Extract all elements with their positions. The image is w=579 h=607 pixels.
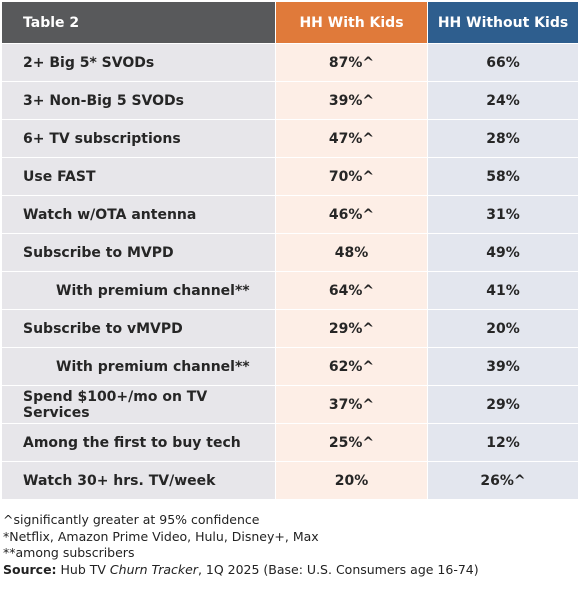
table-row: Among the first to buy tech 25%^ 12% <box>2 423 578 461</box>
table-row: 3+ Non-Big 5 SVODs 39%^ 24% <box>2 81 578 119</box>
row-label: 6+ TV subscriptions <box>2 119 275 157</box>
table-row: With premium channel** 62%^ 39% <box>2 347 578 385</box>
row-label: Subscribe to MVPD <box>2 233 275 271</box>
value-hh-with-kids: 37%^ <box>275 385 427 423</box>
value-hh-with-kids: 62%^ <box>275 347 427 385</box>
value-hh-with-kids: 46%^ <box>275 195 427 233</box>
value-hh-with-kids: 70%^ <box>275 157 427 195</box>
source-label: Source: <box>3 561 57 577</box>
table-row: Use FAST 70%^ 58% <box>2 157 578 195</box>
table-row: Subscribe to MVPD 48% 49% <box>2 233 578 271</box>
row-label: Subscribe to vMVPD <box>2 309 275 347</box>
table-header-row: Table 2 HH With Kids HH Without Kids <box>2 2 578 43</box>
data-table: Table 2 HH With Kids HH Without Kids 2+ … <box>2 2 578 499</box>
table-row: Subscribe to vMVPD 29%^ 20% <box>2 309 578 347</box>
value-hh-with-kids: 39%^ <box>275 81 427 119</box>
value-hh-without-kids: 49% <box>427 233 578 271</box>
value-hh-without-kids: 28% <box>427 119 578 157</box>
table-row: Spend $100+/mo on TV Services 37%^ 29% <box>2 385 578 423</box>
value-hh-without-kids: 24% <box>427 81 578 119</box>
row-label: Use FAST <box>2 157 275 195</box>
row-label: Watch w/OTA antenna <box>2 195 275 233</box>
value-hh-without-kids: 66% <box>427 43 578 81</box>
value-hh-without-kids: 20% <box>427 309 578 347</box>
value-hh-without-kids: 29% <box>427 385 578 423</box>
value-hh-without-kids: 41% <box>427 271 578 309</box>
value-hh-with-kids: 20% <box>275 461 427 499</box>
footnotes: ^significantly greater at 95% confidence… <box>3 512 479 578</box>
value-hh-without-kids: 31% <box>427 195 578 233</box>
row-label: 3+ Non-Big 5 SVODs <box>2 81 275 119</box>
value-hh-with-kids: 48% <box>275 233 427 271</box>
table-row: Watch 30+ hrs. TV/week 20% 26%^ <box>2 461 578 499</box>
value-hh-without-kids: 12% <box>427 423 578 461</box>
column-header-hh-with-kids: HH With Kids <box>275 2 427 43</box>
table-row: 6+ TV subscriptions 47%^ 28% <box>2 119 578 157</box>
row-label-sub: With premium channel** <box>2 347 275 385</box>
row-label: Among the first to buy tech <box>2 423 275 461</box>
row-label: Spend $100+/mo on TV Services <box>2 385 275 423</box>
value-hh-with-kids: 29%^ <box>275 309 427 347</box>
value-hh-with-kids: 25%^ <box>275 423 427 461</box>
table-row: Watch w/OTA antenna 46%^ 31% <box>2 195 578 233</box>
value-hh-without-kids: 58% <box>427 157 578 195</box>
footnote-subscribers: **among subscribers <box>3 545 135 560</box>
value-hh-with-kids: 87%^ <box>275 43 427 81</box>
row-label-sub: With premium channel** <box>2 271 275 309</box>
footnote-big5-definition: *Netflix, Amazon Prime Video, Hulu, Disn… <box>3 528 319 544</box>
value-hh-without-kids: 39% <box>427 347 578 385</box>
table-row: 2+ Big 5* SVODs 87%^ 66% <box>2 43 578 81</box>
value-hh-with-kids: 47%^ <box>275 119 427 157</box>
table-row: With premium channel** 64%^ 41% <box>2 271 578 309</box>
value-hh-with-kids: 64%^ <box>275 271 427 309</box>
table-title: Table 2 <box>2 2 275 43</box>
row-label: Watch 30+ hrs. TV/week <box>2 461 275 499</box>
source-text-pre: Hub TV <box>56 561 110 577</box>
row-label: 2+ Big 5* SVODs <box>2 43 275 81</box>
footnote-significance: ^significantly greater at 95% confidence <box>3 512 260 527</box>
source-text-italic: Churn Tracker <box>109 561 198 577</box>
source-line: Source: Hub TV Churn Tracker, 1Q 2025 (B… <box>3 562 479 579</box>
source-text-post: , 1Q 2025 (Base: U.S. Consumers age 16-7… <box>197 561 479 577</box>
data-table-container: Table 2 HH With Kids HH Without Kids 2+ … <box>2 2 578 499</box>
column-header-hh-without-kids: HH Without Kids <box>427 2 578 43</box>
value-hh-without-kids: 26%^ <box>427 461 578 499</box>
